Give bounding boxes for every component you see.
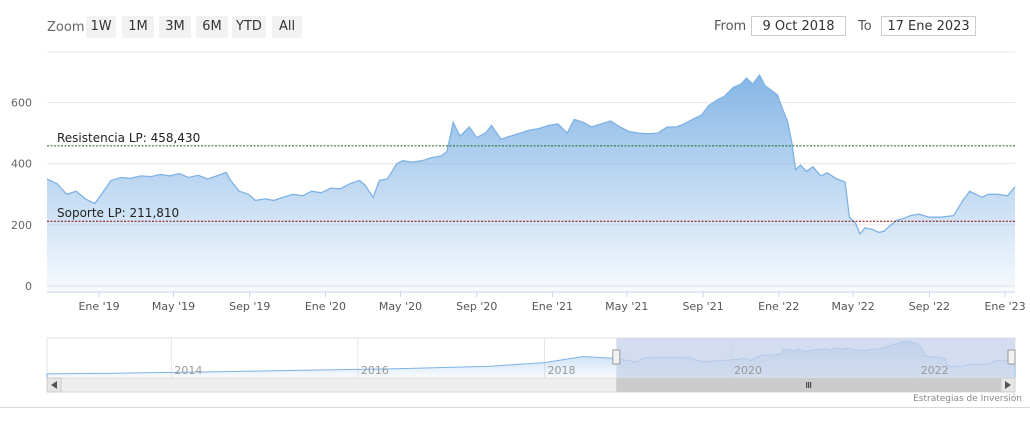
x-tick-label: May '19 <box>152 300 195 313</box>
x-tick-label: Ene '19 <box>78 300 119 313</box>
y-axis: 0 200 400 600 <box>11 97 32 293</box>
x-tick-label: Ene '21 <box>532 300 573 313</box>
resistance-label: Resistencia LP: 458,430 <box>57 131 200 145</box>
navigator-tick-label: 2020 <box>734 364 762 377</box>
zoom-label: Zoom <box>47 20 85 35</box>
x-tick-label: Sep '19 <box>229 300 270 313</box>
x-tick-label: Ene '22 <box>758 300 799 313</box>
price-area <box>47 75 1015 292</box>
price-line <box>46 73 1016 236</box>
navigator-tick-label: 2022 <box>921 364 949 377</box>
chart-credit: Estrategias de Inversión <box>913 394 1022 404</box>
to-date-input[interactable]: 17 Ene 2023 <box>881 16 976 36</box>
x-tick-label: May '20 <box>379 300 422 313</box>
to-label: To <box>858 19 872 34</box>
x-tick-label: May '22 <box>832 300 875 313</box>
x-axis: Ene '19 May '19 Sep '19 Ene '20 May '20 Sep '… <box>78 292 1026 313</box>
navigator-tick-label: 2016 <box>361 364 389 377</box>
y-tick-label: 600 <box>11 97 32 110</box>
price-chart: 0 200 400 600 Resistencia LP: 458,430 Soport… <box>11 51 1026 393</box>
navigator-tick-label: 2018 <box>548 364 576 377</box>
navigator-left-handle[interactable] <box>612 349 621 365</box>
zoom-ytd-button[interactable]: YTD <box>232 16 266 38</box>
from-date-input[interactable]: 9 Oct 2018 <box>751 16 846 36</box>
x-tick-label: Sep '21 <box>682 300 723 313</box>
x-tick-label: Ene '20 <box>305 300 346 313</box>
scroll-right-arrow-icon <box>1005 381 1011 389</box>
divider <box>0 407 1030 408</box>
zoom-6m-button[interactable]: 6M <box>196 16 228 38</box>
zoom-all-button[interactable]: All <box>272 16 302 38</box>
zoom-1m-button[interactable]: 1M <box>122 16 154 38</box>
reference-lines: Resistencia LP: 458,430 Soporte LP: 211,8… <box>47 131 1015 222</box>
navigator-tick-label: 2014 <box>174 364 202 377</box>
x-tick-label: Sep '22 <box>909 300 950 313</box>
scrollbar-grip-icon <box>806 382 812 388</box>
navigator[interactable]: 2014 2016 2018 2020 2022 <box>46 337 1016 379</box>
x-tick-label: May '21 <box>605 300 648 313</box>
scroll-left-arrow-icon <box>51 381 57 389</box>
navigator-right-handle[interactable] <box>1007 349 1016 365</box>
y-tick-label: 200 <box>11 219 32 232</box>
scrollbar[interactable] <box>46 377 1016 393</box>
x-tick-label: Ene '23 <box>984 300 1025 313</box>
y-tick-label: 0 <box>25 280 32 293</box>
x-tick-label: Sep '20 <box>456 300 497 313</box>
zoom-3m-button[interactable]: 3M <box>159 16 191 38</box>
support-label: Soporte LP: 211,810 <box>57 206 179 220</box>
from-label: From <box>714 19 747 34</box>
navigator-axis: 2014 2016 2018 2020 2022 <box>174 364 948 377</box>
y-tick-label: 400 <box>11 158 32 171</box>
zoom-1w-button[interactable]: 1W <box>86 16 116 38</box>
range-selector-bar: Zoom 1W 1M 3M 6M YTD All From 9 Oct 2018… <box>0 0 1030 50</box>
navigator-selected-range[interactable] <box>616 338 1015 378</box>
